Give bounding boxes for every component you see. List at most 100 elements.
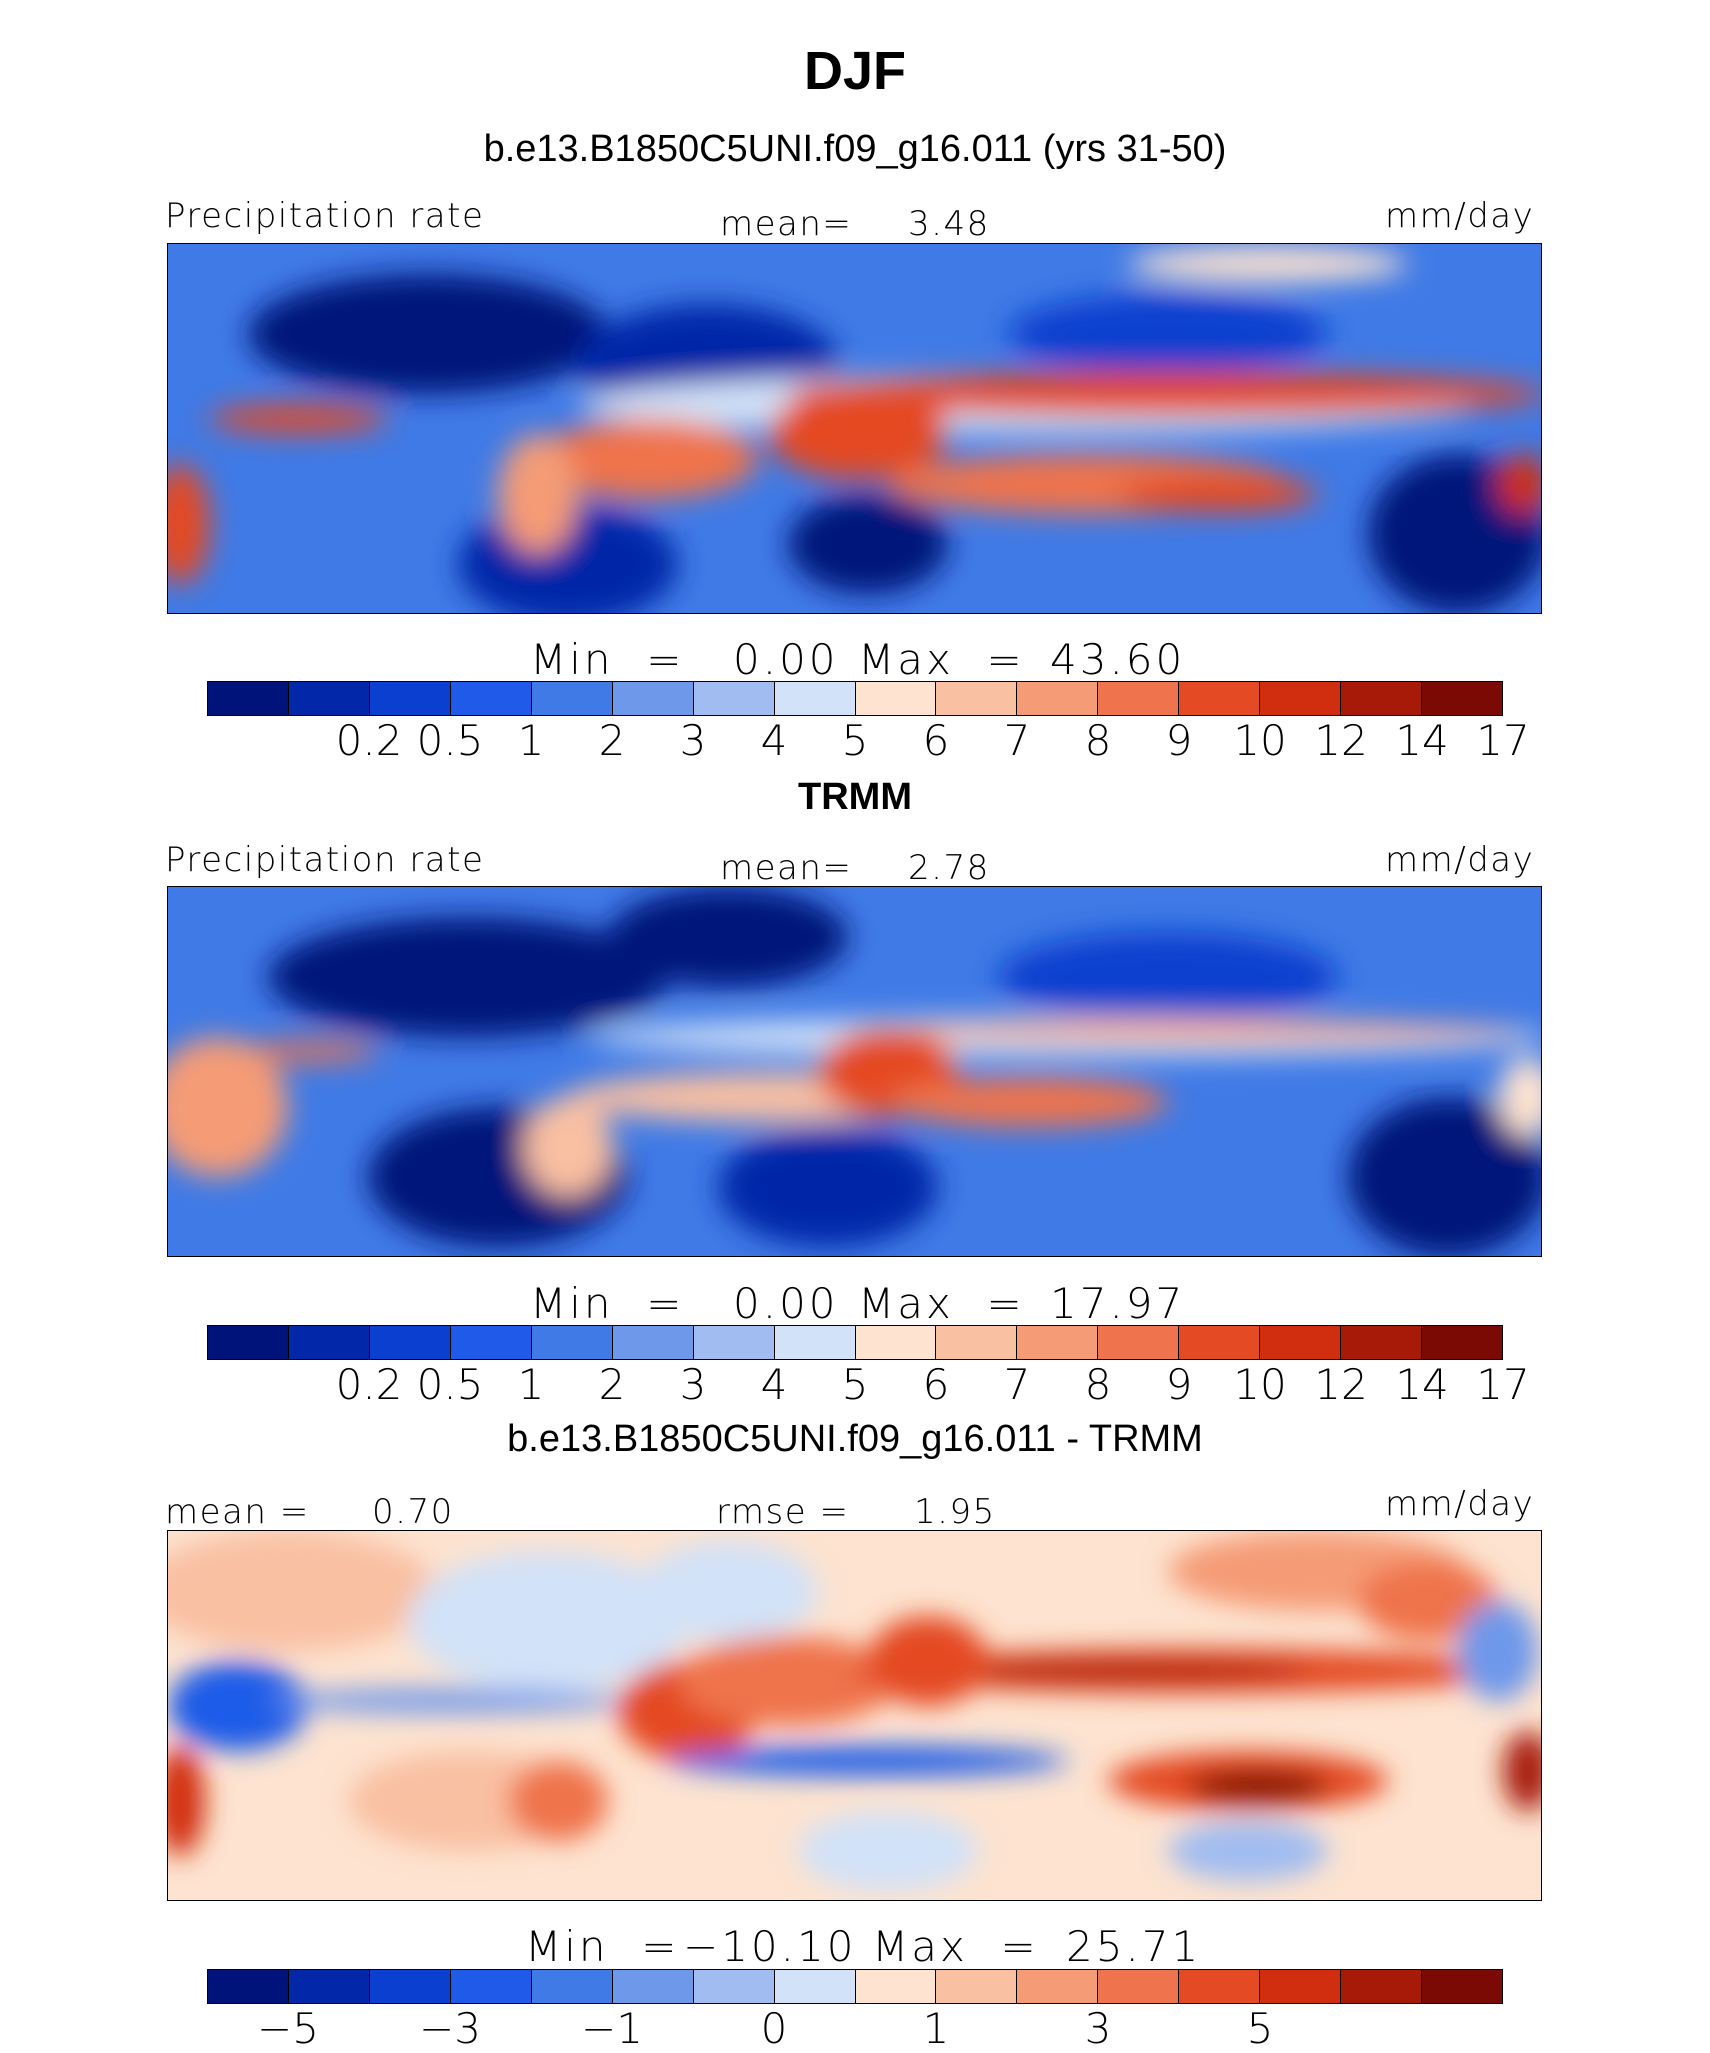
colorbar-cell [450,1970,532,2003]
panel2-units-label: mm/day [1385,840,1535,880]
colorbar-tick-label: −1 [581,2004,643,2053]
colorbar-tick-label: 0.5 [416,716,484,765]
colorbar-tick-label: 7 [1003,1360,1031,1409]
panel1-variable-label: Precipitation rate [165,196,485,236]
colorbar-cell [774,1326,856,1359]
panel1-max-value: 43.60 [1050,635,1186,684]
colorbar-tick-label: 10 [1233,1360,1287,1409]
colorbar-cell [450,1326,532,1359]
colorbar-cell [288,1326,370,1359]
colorbar-cell [1017,682,1099,715]
colorbar-cell [369,682,451,715]
colorbar-cell [369,1970,451,2003]
panel1-max-label: Max = [858,635,1025,684]
colorbar-tick-label: 6 [922,716,950,765]
panel1-map [167,243,1542,614]
panel2-min-label: Min = [530,1279,685,1328]
colorbar-tick-label: 0 [760,2004,788,2053]
panel2-mean-value: 2.78 [908,848,990,888]
colorbar-cell [369,1326,451,1359]
colorbar-tick-label: 8 [1084,716,1112,765]
colorbar-cell [936,682,1018,715]
panel3-field [168,1531,1541,1891]
colorbar-cell [936,1970,1018,2003]
panel3-min-value: −10.10 [683,1922,857,1971]
colorbar-cell [855,682,937,715]
colorbar-tick-label: 2 [598,1360,626,1409]
figure-title: DJF [803,41,906,101]
colorbar-cell [774,1970,856,2003]
colorbar-cell [1098,1326,1180,1359]
panel3-rmse-value: 1.95 [914,1492,996,1532]
colorbar-tick-label: 9 [1165,1360,1193,1409]
colorbar-tick-label: 5 [841,716,869,765]
colorbar-cell [693,1970,775,2003]
panel3-map [167,1530,1542,1901]
colorbar-tick-label: 12 [1314,716,1368,765]
colorbar-cell [693,682,775,715]
colorbar-tick-label: 7 [1003,716,1031,765]
colorbar-tick-label: −5 [257,2004,319,2053]
panel2-subtitle: TRMM [798,776,912,818]
panel2-colorbar-ticks: 0.2 0.5 1 2 3 4 5 6 7 8 9 10 12 14 17 [0,1360,1710,1420]
colorbar-tick-label: 4 [760,1360,788,1409]
panel3-mean-value: 0.70 [372,1492,454,1532]
colorbar-cell [1422,1326,1502,1359]
colorbar-cell [1017,1970,1099,2003]
colorbar-tick-label: 17 [1476,1360,1530,1409]
colorbar-tick-label: 0.2 [335,716,403,765]
panel3-rmse-label: rmse = [716,1492,850,1532]
panel2-max-value: 17.97 [1050,1279,1186,1328]
colorbar-tick-label: 2 [598,716,626,765]
panel3-units-label: mm/day [1385,1484,1535,1524]
colorbar-cell [208,1326,289,1359]
colorbar-cell [1179,1970,1261,2003]
colorbar-cell [1422,1970,1502,2003]
colorbar-cell [208,1970,289,2003]
panel2-max-label: Max = [858,1279,1025,1328]
panel3-min-label: Min = [525,1922,680,1971]
colorbar-tick-label: 1 [517,1360,545,1409]
colorbar-cell [693,1326,775,1359]
colorbar-tick-label: 6 [922,1360,950,1409]
colorbar-tick-label: 3 [1084,2004,1112,2053]
panel1-mean-label: mean= [720,204,853,244]
panel2-map [167,886,1542,1257]
panel1-map-svg [168,244,1541,613]
colorbar-cell [1179,682,1261,715]
colorbar-tick-label: −3 [419,2004,481,2053]
colorbar-cell [1179,1326,1261,1359]
panel2-min-value: 0.00 [733,1279,839,1328]
colorbar-cell [1260,682,1342,715]
colorbar-cell [1422,682,1502,715]
colorbar-cell [936,1326,1018,1359]
panel3-max-value: 25.71 [1066,1922,1202,1971]
panel3-subtitle: b.e13.B1850C5UNI.f09_g16.011 - TRMM [507,1418,1203,1460]
colorbar-cell [288,1970,370,2003]
colorbar-tick-label: 3 [679,716,707,765]
colorbar-tick-label: 14 [1395,716,1449,765]
colorbar-tick-label: 9 [1165,716,1193,765]
colorbar-tick-label: 12 [1314,1360,1368,1409]
colorbar-cell [1341,1970,1423,2003]
colorbar-cell [612,682,694,715]
panel3-colorbar [207,1969,1503,2004]
colorbar-tick-label: 0.5 [416,1360,484,1409]
colorbar-cell [531,1970,613,2003]
panel1-mean-value: 3.48 [908,204,990,244]
colorbar-cell [1017,1326,1099,1359]
colorbar-tick-label: 1 [922,2004,950,2053]
colorbar-cell [1341,1326,1423,1359]
panel2-mean-label: mean= [720,848,853,888]
colorbar-cell [612,1326,694,1359]
colorbar-tick-label: 5 [841,1360,869,1409]
colorbar-cell [774,682,856,715]
colorbar-tick-label: 17 [1476,716,1530,765]
colorbar-tick-label: 4 [760,716,788,765]
colorbar-cell [612,1970,694,2003]
colorbar-cell [1098,1970,1180,2003]
panel2-variable-label: Precipitation rate [165,840,485,880]
panel1-units-label: mm/day [1385,196,1535,236]
colorbar-cell [531,682,613,715]
panel1-field [168,246,1541,613]
